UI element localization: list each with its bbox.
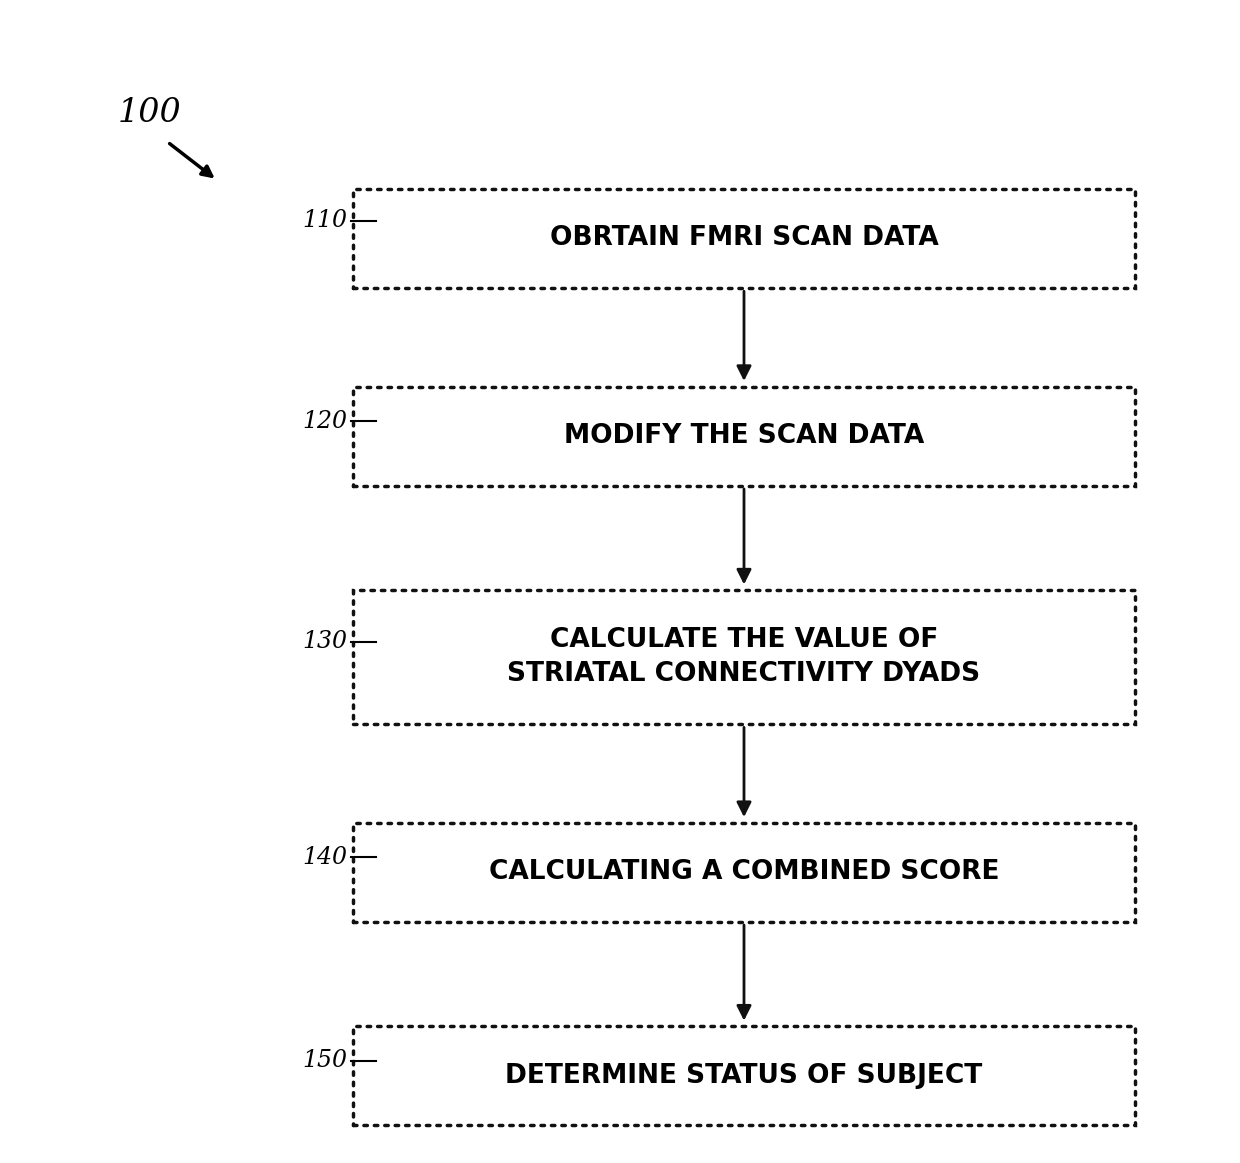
Text: OBRTAIN FMRI SCAN DATA: OBRTAIN FMRI SCAN DATA bbox=[549, 226, 939, 251]
Text: CALCULATE THE VALUE OF
STRIATAL CONNECTIVITY DYADS: CALCULATE THE VALUE OF STRIATAL CONNECTI… bbox=[507, 627, 981, 687]
Text: CALCULATING A COMBINED SCORE: CALCULATING A COMBINED SCORE bbox=[489, 859, 999, 885]
FancyBboxPatch shape bbox=[353, 386, 1135, 486]
Text: 140: 140 bbox=[303, 846, 347, 869]
Text: 130: 130 bbox=[303, 630, 347, 654]
Text: 100: 100 bbox=[118, 98, 181, 129]
FancyBboxPatch shape bbox=[353, 188, 1135, 287]
FancyBboxPatch shape bbox=[353, 823, 1135, 921]
Text: 150: 150 bbox=[303, 1049, 347, 1072]
Text: MODIFY THE SCAN DATA: MODIFY THE SCAN DATA bbox=[564, 423, 924, 449]
Text: 110: 110 bbox=[303, 209, 347, 233]
Text: 120: 120 bbox=[303, 409, 347, 433]
Text: DETERMINE STATUS OF SUBJECT: DETERMINE STATUS OF SUBJECT bbox=[506, 1063, 982, 1089]
FancyBboxPatch shape bbox=[353, 590, 1135, 723]
FancyBboxPatch shape bbox=[353, 1026, 1135, 1126]
